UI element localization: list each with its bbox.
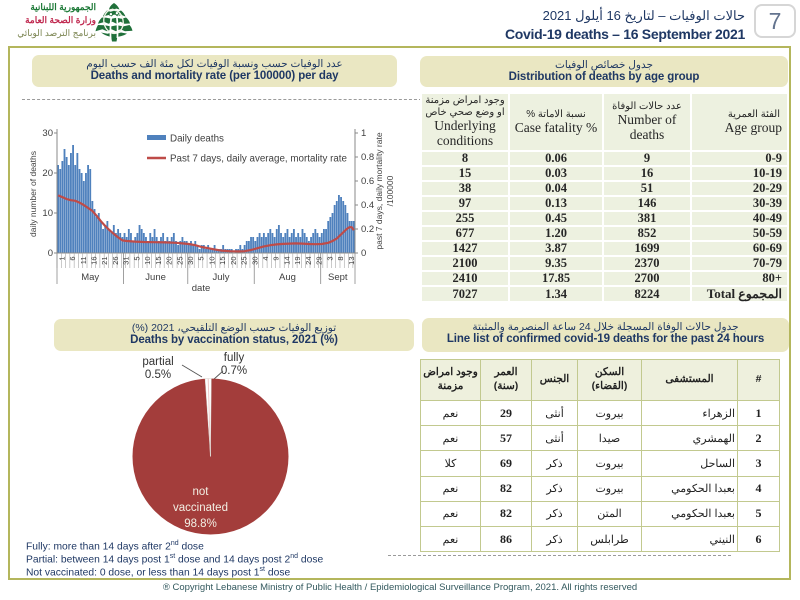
svg-text:26: 26 bbox=[111, 257, 120, 265]
svg-text:9: 9 bbox=[272, 257, 281, 261]
svg-text:20: 20 bbox=[165, 257, 174, 265]
svg-text:19: 19 bbox=[293, 257, 302, 265]
svg-text:0: 0 bbox=[361, 248, 366, 259]
svg-text:July: July bbox=[213, 272, 230, 283]
svg-text:1: 1 bbox=[57, 257, 66, 261]
svg-text:15: 15 bbox=[218, 257, 227, 265]
svg-text:Aug: Aug bbox=[279, 272, 296, 283]
svg-text:vaccinated: vaccinated bbox=[173, 502, 228, 514]
svg-text:0: 0 bbox=[48, 248, 53, 259]
svg-text:11: 11 bbox=[79, 257, 88, 265]
svg-text:24: 24 bbox=[304, 257, 313, 265]
svg-text:20: 20 bbox=[229, 257, 238, 265]
svg-text:31: 31 bbox=[122, 257, 131, 265]
svg-text:30: 30 bbox=[186, 257, 195, 265]
svg-text:0.2: 0.2 bbox=[361, 224, 374, 235]
svg-text:30: 30 bbox=[42, 128, 53, 139]
svg-text:8: 8 bbox=[336, 257, 345, 261]
svg-text:30: 30 bbox=[250, 257, 259, 265]
svg-text:3: 3 bbox=[325, 257, 334, 261]
svg-text:15: 15 bbox=[154, 257, 163, 265]
svg-text:Daily deaths: Daily deaths bbox=[170, 134, 224, 145]
svg-text:not: not bbox=[193, 486, 210, 498]
svg-text:5: 5 bbox=[197, 257, 206, 261]
svg-text:June: June bbox=[145, 272, 166, 283]
svg-text:6: 6 bbox=[68, 257, 77, 261]
svg-text:25: 25 bbox=[175, 257, 184, 265]
svg-text:Sept: Sept bbox=[328, 272, 348, 283]
svg-text:1: 1 bbox=[361, 128, 366, 139]
svg-text:14: 14 bbox=[282, 257, 291, 265]
svg-text:10: 10 bbox=[143, 257, 152, 265]
svg-text:21: 21 bbox=[100, 257, 109, 265]
svg-text:5: 5 bbox=[132, 257, 141, 261]
svg-text:0.8: 0.8 bbox=[361, 152, 374, 163]
svg-text:May: May bbox=[81, 272, 99, 283]
svg-text:16: 16 bbox=[89, 257, 98, 265]
svg-text:Past 7 days, daily average, mo: Past 7 days, daily average, mortality ra… bbox=[170, 154, 348, 165]
svg-text:13: 13 bbox=[347, 257, 356, 265]
svg-text:0.4: 0.4 bbox=[361, 200, 374, 211]
svg-text:10: 10 bbox=[207, 257, 216, 265]
svg-text:98.8%: 98.8% bbox=[184, 518, 217, 530]
svg-text:25: 25 bbox=[240, 257, 249, 265]
svg-text:20: 20 bbox=[42, 168, 53, 179]
svg-text:10: 10 bbox=[42, 208, 53, 219]
svg-text:4: 4 bbox=[261, 257, 270, 261]
svg-text:0.6: 0.6 bbox=[361, 176, 374, 187]
svg-text:date: date bbox=[192, 283, 211, 294]
svg-text:29: 29 bbox=[315, 257, 324, 265]
